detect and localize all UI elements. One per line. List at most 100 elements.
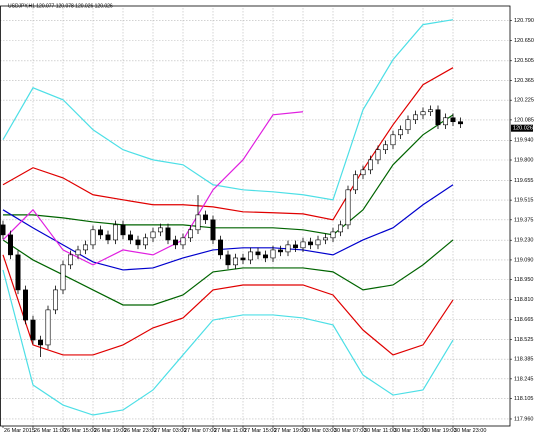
x-tick-label: 26 Mar 2015 — [4, 428, 35, 434]
x-tick-label: 30 Mar 03:00 — [304, 428, 336, 434]
candle-body — [405, 119, 411, 131]
candle-body — [22, 289, 28, 321]
y-tick-label: 118.245 — [514, 376, 533, 382]
plot-frame — [0, 5, 511, 427]
y-tick-label: 118.665 — [514, 317, 533, 323]
y-tick-label: 119.655 — [514, 178, 533, 184]
y-tick-label: 119.375 — [514, 217, 533, 223]
candle-body — [15, 254, 21, 291]
x-tick-label: 27 Mar 07:00 — [184, 428, 216, 434]
candle-body — [270, 249, 276, 259]
candle-body — [75, 249, 81, 256]
candle-body — [8, 234, 14, 256]
x-tick-label: 30 Mar 19:00 — [424, 428, 456, 434]
y-tick-label: 118.105 — [514, 396, 533, 402]
indicator-line — [2, 111, 304, 266]
candle-body — [233, 257, 239, 266]
x-tick-label: 26 Mar 15:00 — [64, 428, 96, 434]
candle-body — [262, 254, 268, 259]
price-label: 120.026 — [513, 126, 533, 132]
candle-body — [330, 231, 336, 239]
candle-body — [188, 229, 194, 239]
candle-body — [128, 234, 134, 241]
candle-body — [90, 229, 96, 246]
y-tick-label: 119.515 — [514, 198, 533, 204]
candle-body — [248, 251, 254, 261]
candle-body — [37, 339, 43, 346]
candle-body — [240, 257, 246, 261]
candle-body — [113, 224, 119, 241]
candle-body — [315, 239, 321, 246]
indicator-line — [2, 239, 454, 306]
y-tick-label: 119.800 — [514, 157, 533, 163]
candle-body — [367, 159, 373, 171]
candle-body — [352, 174, 358, 191]
candle-body — [158, 227, 164, 233]
candle-body — [435, 109, 441, 126]
candle-body — [442, 117, 448, 126]
candle-body — [375, 149, 381, 161]
indicator-line — [3, 114, 454, 236]
indicator-line — [2, 19, 454, 201]
candle-body — [300, 241, 306, 249]
price-marker — [511, 124, 533, 132]
y-tick-label: 118.810 — [514, 297, 533, 303]
candle-body — [135, 239, 141, 246]
y-tick-label: 120.505 — [514, 58, 534, 64]
x-tick-label: 30 Mar 23:00 — [454, 428, 486, 434]
x-tick-label: 26 Mar 19:00 — [94, 428, 126, 434]
x-tick-label: 27 Mar 11:00 — [214, 428, 246, 434]
candle-body — [420, 111, 426, 116]
candle-body — [150, 231, 156, 239]
indicator-line — [2, 269, 454, 416]
candle-body — [292, 244, 298, 249]
candle-body — [307, 241, 313, 246]
x-tick-label: 26 Mar 23:00 — [124, 428, 156, 434]
candle-body — [143, 237, 149, 246]
candle-body — [457, 121, 463, 125]
x-tick-label: 26 Mar 11:00 — [34, 428, 66, 434]
candle-body — [180, 237, 186, 246]
y-tick-label: 117.960 — [514, 416, 533, 422]
y-tick-label: 119.090 — [514, 257, 533, 263]
y-tick-label: 120.790 — [514, 18, 534, 24]
candle-body — [165, 227, 171, 241]
candle-body — [322, 237, 328, 241]
x-tick-label: 30 Mar 07:00 — [334, 428, 366, 434]
candle-body — [83, 244, 89, 251]
candle-body — [98, 229, 104, 236]
y-tick-label: 120.365 — [514, 78, 534, 84]
candle-body — [60, 264, 66, 291]
candle-body — [68, 254, 74, 266]
candle-body — [105, 234, 111, 241]
candle-body — [285, 244, 291, 253]
x-tick-label: 30 Mar 15:00 — [394, 428, 426, 434]
y-tick-label: 120.085 — [514, 117, 534, 123]
y-tick-label: 119.940 — [514, 138, 533, 144]
y-tick-label: 120.225 — [514, 98, 534, 104]
candle-body — [412, 114, 418, 121]
candle-body — [337, 224, 343, 233]
candle-body — [195, 214, 201, 231]
y-tick-label: 120.650 — [514, 38, 534, 44]
candle-body — [345, 189, 351, 226]
candle-body — [203, 214, 209, 221]
candle-body — [450, 117, 456, 123]
y-tick-label: 118.525 — [514, 337, 533, 343]
candle-body — [0, 224, 6, 236]
candle-body — [45, 309, 51, 346]
y-tick-label: 118.385 — [514, 357, 533, 363]
candle-body — [382, 144, 388, 151]
candle-body — [390, 134, 396, 146]
x-tick-label: 27 Mar 03:00 — [154, 428, 186, 434]
candle-body — [360, 169, 366, 176]
x-tick-label: 27 Mar 15:00 — [244, 428, 276, 434]
candle-body — [30, 319, 36, 341]
candle-body — [427, 109, 433, 113]
candle-body — [210, 219, 216, 241]
candle-body — [277, 249, 283, 253]
x-tick-label: 27 Mar 19:00 — [274, 428, 306, 434]
